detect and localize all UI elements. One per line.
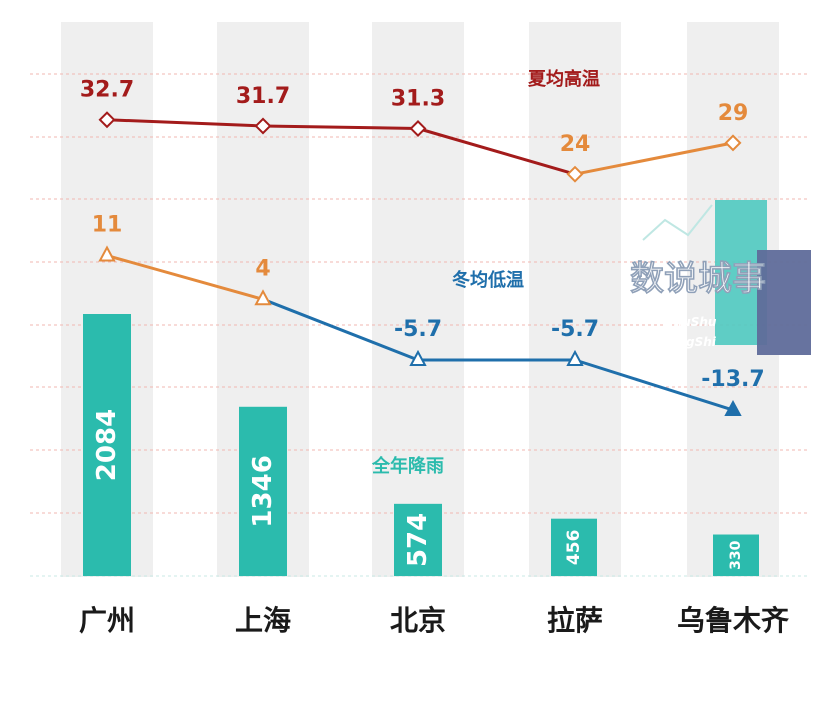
winter-marker-urumqi: [724, 399, 742, 417]
watermark-trend-line: [642, 204, 713, 241]
summer-value-urumqi: 29: [718, 101, 749, 126]
winter-value-lasa: -5.7: [551, 317, 599, 342]
rainfall-bar-labels: 2084 1346 574 456 330: [92, 409, 744, 570]
bar-beijing: [394, 503, 442, 576]
watermark-text: 数说城事: [630, 259, 766, 299]
series-label-rain: 全年降雨: [371, 455, 444, 477]
watermark-logo: 数说城事 ShuShu ChengShi: [630, 200, 811, 355]
temperature-value-labels: 32.7 31.7 31.3 24 29 11 4 -5.7 -5.7 -13.7: [80, 78, 765, 392]
winter-value-shanghai: 4: [255, 256, 270, 281]
column-bg-lasa: [529, 22, 621, 577]
series-label-summer: 夏均高温: [528, 68, 600, 90]
winter-value-urumqi: -13.7: [701, 367, 764, 392]
bar-urumqi: [713, 534, 759, 576]
rainfall-bars: [83, 314, 759, 576]
winter-marker-guangzhou: [98, 245, 116, 262]
bar-label-urumqi: 330: [728, 540, 744, 569]
bar-label-guangzhou: 2084: [92, 409, 122, 481]
bar-guangzhou: [83, 314, 131, 576]
watermark-slate-block: [757, 250, 811, 355]
column-bg-beijing: [372, 22, 464, 577]
summer-value-guangzhou: 32.7: [80, 78, 134, 103]
summer-line-segment: [261, 124, 420, 131]
summer-value-shanghai: 31.7: [236, 84, 290, 109]
summer-marker-guangzhou: [98, 111, 116, 129]
city-label-urumqi: 乌鲁木齐: [677, 604, 790, 637]
summer-line-segment: [573, 141, 735, 176]
temperature-lines: [105, 118, 735, 412]
x-axis-city-labels: 广州 上海 北京 拉萨 乌鲁木齐: [79, 604, 790, 637]
winter-marker-lasa: [566, 349, 584, 366]
bar-lasa: [551, 518, 597, 576]
winter-line-segment: [105, 254, 265, 301]
bar-label-beijing: 574: [403, 513, 433, 567]
winter-line-segment: [261, 297, 420, 362]
winter-marker-beijing: [409, 349, 427, 366]
summer-marker-urumqi: [724, 134, 742, 152]
summer-value-beijing: 31.3: [391, 87, 445, 112]
summer-value-lasa: 24: [560, 132, 591, 157]
winter-value-beijing: -5.7: [394, 317, 442, 342]
winter-marker-shanghai: [254, 289, 272, 306]
summer-marker-shanghai: [254, 117, 272, 135]
city-label-shanghai: 上海: [235, 604, 291, 637]
series-labels: 夏均高温 冬均低温 全年降雨: [371, 68, 600, 477]
temperature-markers: [98, 111, 742, 417]
series-label-winter: 冬均低温: [452, 269, 524, 291]
city-label-lasa: 拉萨: [547, 604, 603, 637]
bar-label-shanghai: 1346: [248, 455, 278, 527]
city-label-beijing: 北京: [390, 604, 446, 637]
watermark-sub-2: ChengShi: [652, 335, 717, 349]
bar-label-lasa: 456: [564, 530, 584, 566]
winter-line-segment: [573, 358, 735, 412]
summer-line-segment: [416, 127, 577, 176]
summer-marker-beijing: [409, 120, 427, 137]
summer-line-segment: [105, 118, 265, 128]
summer-marker-lasa: [566, 165, 584, 183]
winter-value-guangzhou: 11: [92, 213, 123, 238]
bar-shanghai: [239, 406, 287, 576]
city-label-guangzhou: 广州: [79, 604, 135, 637]
watermark-sub-1: ShuShu: [665, 315, 717, 329]
